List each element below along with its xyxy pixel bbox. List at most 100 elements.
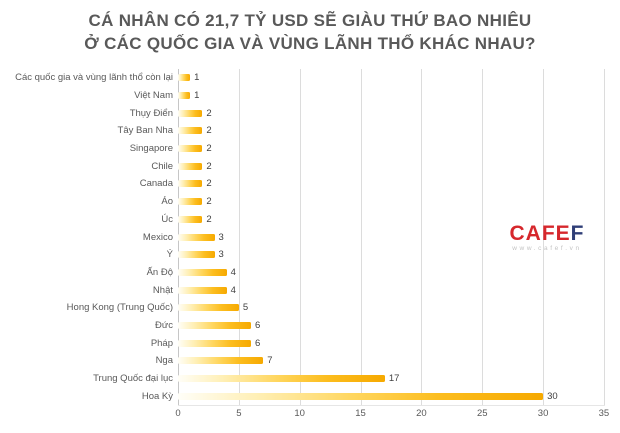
bar-row: Thụy Điển 2 bbox=[0, 104, 620, 122]
cafef-logo: CAFEF bbox=[495, 223, 599, 244]
x-tick-label: 25 bbox=[476, 408, 488, 419]
bar bbox=[178, 180, 203, 188]
value-label: 3 bbox=[218, 231, 224, 243]
bar-row: Pháp 6 bbox=[0, 334, 620, 352]
value-label: 6 bbox=[255, 319, 261, 331]
chart-title: CÁ NHÂN CÓ 21,7 TỶ USD SẼ GIÀU THỨ BAO N… bbox=[0, 9, 620, 55]
value-label: 2 bbox=[206, 178, 212, 190]
bar-rows: Các quốc gia và vùng lãnh thổ còn lại 1 Vi… bbox=[0, 69, 620, 405]
x-tick-label: 0 bbox=[175, 408, 181, 419]
category-label: Việt Nam bbox=[134, 90, 173, 102]
bar bbox=[178, 109, 203, 117]
category-label: Singapore bbox=[129, 143, 173, 155]
bar bbox=[178, 215, 203, 223]
bar-row: Áo 2 bbox=[0, 193, 620, 211]
cafef-watermark: CAFEF www.cafef.vn bbox=[495, 223, 599, 252]
bar bbox=[178, 321, 252, 329]
value-label: 2 bbox=[206, 196, 212, 208]
value-label: 6 bbox=[255, 337, 261, 349]
category-label: Thụy Điển bbox=[129, 107, 173, 119]
category-label: Úc bbox=[161, 213, 173, 225]
chart-title-line1: CÁ NHÂN CÓ 21,7 TỶ USD SẼ GIÀU THỨ BAO N… bbox=[88, 11, 532, 30]
bar bbox=[178, 375, 385, 383]
bar bbox=[178, 286, 227, 294]
gridline bbox=[482, 69, 483, 405]
bar bbox=[178, 268, 227, 276]
cafef-logo-red-text: CAFE bbox=[509, 222, 571, 245]
category-label: Ấn Độ bbox=[146, 266, 173, 278]
category-label: Hoa Kỳ bbox=[141, 390, 173, 402]
x-tick-label: 5 bbox=[236, 408, 242, 419]
bar bbox=[178, 127, 203, 135]
value-label: 4 bbox=[230, 266, 236, 278]
category-label: Áo bbox=[161, 196, 173, 208]
bar bbox=[178, 251, 215, 259]
bar bbox=[178, 74, 191, 82]
category-label: Trung Quốc đại lục bbox=[93, 373, 173, 385]
value-label: 2 bbox=[206, 160, 212, 172]
bar-row: Tây Ban Nha 2 bbox=[0, 122, 620, 140]
bar bbox=[178, 92, 191, 100]
category-label: Nhật bbox=[152, 284, 173, 296]
bar bbox=[178, 162, 203, 170]
category-label: Chile bbox=[151, 160, 173, 172]
bar-row: Việt Nam 1 bbox=[0, 87, 620, 105]
bar bbox=[178, 198, 203, 206]
cafef-logo-blue-text: F bbox=[570, 222, 585, 245]
gridline bbox=[421, 69, 422, 405]
value-label: 4 bbox=[230, 284, 236, 296]
bar bbox=[178, 392, 544, 400]
category-label: Hong Kong (Trung Quốc) bbox=[66, 302, 173, 314]
bar-row: Mexico 3 bbox=[0, 228, 620, 246]
bar-row: Nga 7 bbox=[0, 352, 620, 370]
category-label: Ý bbox=[166, 249, 173, 261]
x-tick-label: 30 bbox=[537, 408, 549, 419]
bar-row: Canada 2 bbox=[0, 175, 620, 193]
x-tick-label: 35 bbox=[598, 408, 610, 419]
category-label: Mexico bbox=[142, 231, 173, 243]
bar-row: Nhật 4 bbox=[0, 281, 620, 299]
value-label: 7 bbox=[267, 355, 273, 367]
bar-row: Singapore 2 bbox=[0, 140, 620, 158]
bar-row: Trung Quốc đại lục 17 bbox=[0, 370, 620, 388]
gridline bbox=[543, 69, 544, 405]
x-axis-line bbox=[178, 405, 605, 406]
bar-row: Hoa Kỳ 30 bbox=[0, 387, 620, 405]
x-axis-ticks: 0 5 10 15 20 25 30 35 bbox=[0, 408, 620, 422]
gridline bbox=[239, 69, 240, 405]
value-label: 2 bbox=[206, 143, 212, 155]
bar-row: Hong Kong (Trung Quốc) 5 bbox=[0, 299, 620, 317]
bar-row: Ấn Độ 4 bbox=[0, 264, 620, 282]
bar bbox=[178, 233, 215, 241]
gridline bbox=[604, 69, 605, 405]
value-label: 1 bbox=[194, 72, 200, 84]
category-label: Các quốc gia và vùng lãnh thổ còn lại bbox=[15, 72, 173, 84]
bar bbox=[178, 304, 239, 312]
bar-row: Các quốc gia và vùng lãnh thổ còn lại 1 bbox=[0, 69, 620, 87]
chart-title-line2: Ở CÁC QUỐC GIA VÀ VÙNG LÃNH THỔ KHÁC NHA… bbox=[84, 34, 536, 53]
category-label: Tây Ban Nha bbox=[117, 125, 173, 137]
gridline bbox=[300, 69, 301, 405]
value-label: 17 bbox=[388, 373, 400, 385]
value-label: 2 bbox=[206, 125, 212, 137]
bar-row: Đức 6 bbox=[0, 317, 620, 335]
value-label: 3 bbox=[218, 249, 224, 261]
category-label: Nga bbox=[155, 355, 173, 367]
bar-row: Chile 2 bbox=[0, 157, 620, 175]
cafef-url-text: www.cafef.vn bbox=[512, 245, 582, 252]
value-label: 1 bbox=[194, 90, 200, 102]
bar-row: Úc 2 bbox=[0, 211, 620, 229]
value-label: 2 bbox=[206, 213, 212, 225]
category-label: Pháp bbox=[150, 337, 173, 349]
bar bbox=[178, 357, 264, 365]
category-label: Đức bbox=[155, 319, 173, 331]
value-label: 5 bbox=[242, 302, 249, 314]
x-tick-label: 10 bbox=[294, 408, 305, 419]
value-label: 2 bbox=[206, 107, 212, 119]
value-label: 30 bbox=[547, 390, 558, 402]
gridline bbox=[361, 69, 362, 405]
category-label: Canada bbox=[139, 178, 173, 190]
bar bbox=[178, 339, 252, 347]
